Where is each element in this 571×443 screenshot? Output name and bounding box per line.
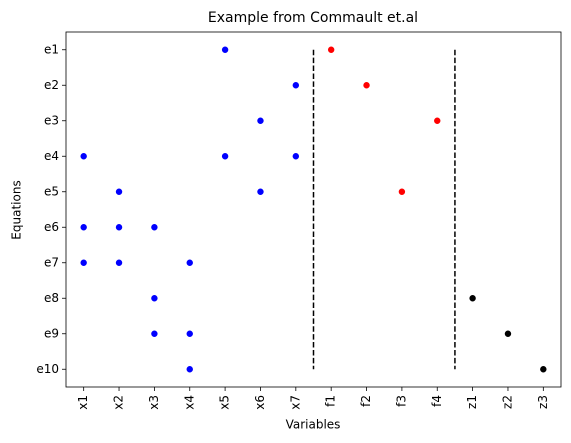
point [80,224,87,231]
y-axis-label: Equations [10,180,24,239]
point [221,46,229,53]
y-tick-label: e9 [44,326,59,340]
point [151,330,158,337]
x-tick-label: x1 [76,395,90,410]
point [292,82,300,89]
point [151,295,158,302]
x-tick-label: z3 [536,395,550,409]
y-tick-label: e6 [44,220,59,234]
x-tick-label: x7 [288,395,302,410]
x-tick-label: z2 [500,395,514,409]
point [186,366,193,373]
point [363,82,370,89]
point [80,259,87,266]
y-tick-label: e4 [44,149,59,163]
x-tick-label: f4 [430,395,444,407]
point [115,188,123,195]
y-tick-label: e5 [44,184,59,198]
point [186,259,193,266]
axes-frame [65,31,562,388]
y-tick-label: e2 [44,78,59,92]
point [115,259,123,266]
x-tick-label: x5 [218,395,232,410]
x-tick-label: x3 [147,395,161,410]
x-tick-label: x6 [253,395,267,410]
x-tick-label: f1 [324,395,338,407]
x-tick-label: x4 [182,395,196,410]
x-tick-label: f2 [359,395,373,407]
x-tick-label: x2 [112,395,126,410]
point [151,224,158,231]
point [469,295,476,302]
point [398,188,406,195]
point [257,117,264,124]
point [434,117,441,124]
point [115,224,123,231]
x-tick-label: f3 [394,395,408,407]
y-tick-label: e8 [44,291,59,305]
point [221,153,229,160]
point [257,188,264,195]
y-tick-label: e3 [44,113,59,127]
point [292,153,300,160]
point [186,330,193,337]
point [504,330,512,337]
y-tick-label: e7 [44,255,59,269]
point [80,153,87,160]
y-tick-label: e1 [44,42,59,56]
y-tick-label: e10 [36,362,59,376]
point [327,46,335,53]
x-tick-label: z1 [465,395,479,409]
x-axis-label: Variables [286,418,341,432]
chart-title: Example from Commault et.al [208,10,418,26]
point [540,366,547,373]
